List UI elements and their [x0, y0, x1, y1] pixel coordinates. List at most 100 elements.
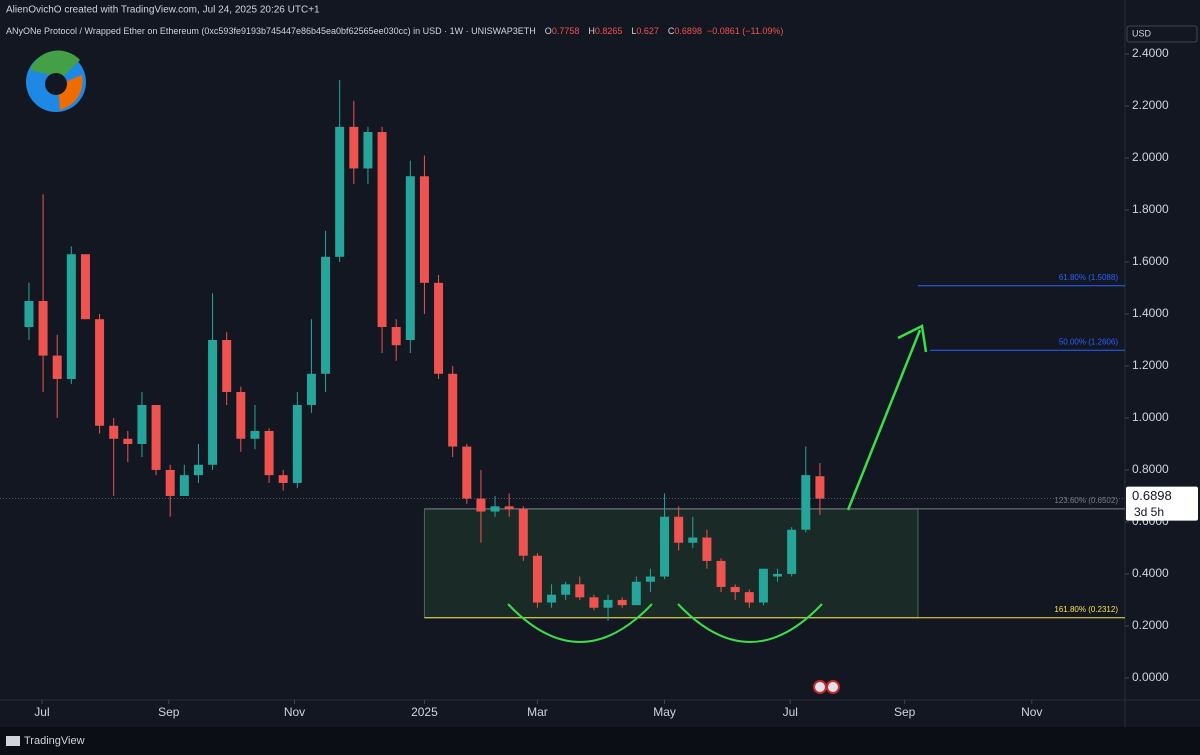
y-tick-label: 1.2000	[1132, 358, 1169, 372]
annotations	[507, 324, 928, 694]
candle-body	[504, 506, 514, 509]
x-tick-label: Nov	[1021, 705, 1042, 719]
candle-body	[66, 254, 76, 379]
arrow	[846, 329, 922, 511]
footer-logo	[6, 736, 20, 746]
candle-body	[321, 256, 331, 374]
fib-level-label: 161.80% (0.2312)	[1054, 605, 1118, 614]
candle-body	[52, 355, 62, 379]
candle-body	[688, 537, 698, 543]
candle-body	[363, 132, 373, 169]
candle-body	[744, 592, 754, 603]
candle-body	[716, 560, 726, 587]
candle-body	[645, 576, 655, 582]
arc	[507, 603, 653, 643]
candle-body	[589, 597, 599, 608]
candle-body	[24, 301, 34, 327]
x-tick-label: Nov	[284, 705, 305, 719]
x-tick-label: Jul	[34, 705, 49, 719]
candle-body	[532, 555, 542, 603]
countdown: 3d 5h	[1134, 505, 1164, 519]
candle-body	[490, 506, 500, 512]
candle-body	[137, 404, 147, 444]
candle-body	[419, 176, 429, 283]
candle-body	[476, 498, 486, 512]
x-tick-label: Sep	[158, 705, 180, 719]
y-tick-label: 2.0000	[1132, 150, 1169, 164]
price-tag-value: 0.6898	[1132, 488, 1172, 503]
ohlc-key: L	[622, 26, 636, 36]
ohlc-value: 0.7758	[552, 26, 580, 36]
candle-body	[448, 373, 458, 447]
candle-body	[758, 568, 768, 603]
change: −0.0861 (−11.09%)	[707, 26, 783, 36]
y-tick-label: 0.4000	[1132, 566, 1169, 580]
ohlc-key: C	[659, 26, 675, 36]
candle-body	[434, 282, 444, 374]
y-tick-label: 1.4000	[1132, 306, 1169, 320]
ohlc-value: 0.8265	[595, 26, 623, 36]
candle-body	[405, 176, 415, 340]
candle-body	[222, 339, 232, 392]
candle-body	[38, 301, 48, 356]
ohlc-key: O	[536, 26, 552, 36]
candle-body	[702, 537, 712, 561]
candle-body	[787, 529, 797, 574]
candle-body	[123, 438, 133, 444]
candle-body	[730, 586, 740, 593]
chart-title-line: ANyONe Protocol / Wrapped Ether on Ether…	[6, 26, 783, 36]
candle-body	[250, 430, 260, 439]
arrow-head	[897, 324, 928, 353]
ohlc-key: H	[579, 26, 595, 36]
candle-body	[236, 391, 246, 439]
candle-body	[801, 475, 811, 530]
price-tag	[1126, 486, 1198, 521]
candle-body	[335, 126, 345, 257]
author-line: AlienOvichO created with TradingView.com…	[6, 5, 320, 16]
fib-level-label: 123.60% (0.6502)	[1054, 496, 1118, 505]
title: ANyONe Protocol / Wrapped Ether on Ether…	[6, 26, 536, 36]
x-tick-label: Jul	[783, 705, 798, 719]
event-flag	[813, 680, 827, 694]
y-tick-label: 1.0000	[1132, 410, 1169, 424]
candle-body	[151, 404, 161, 470]
candle-body	[674, 516, 684, 543]
candle-body	[617, 599, 627, 606]
candle-body	[306, 373, 316, 405]
candle-body	[264, 430, 274, 476]
y-tick-label: 1.8000	[1132, 202, 1169, 216]
candle-body	[349, 126, 359, 169]
candle-body	[95, 319, 105, 426]
y-tick-label: 1.6000	[1132, 254, 1169, 268]
fib-level-label: 50.00% (1.2606)	[1059, 337, 1118, 346]
y-tick-label: 2.2000	[1132, 98, 1169, 112]
x-tick-label: Sep	[894, 705, 916, 719]
x-tick-label: Mar	[527, 705, 548, 719]
candle-body	[179, 475, 189, 496]
candle-body	[462, 446, 472, 499]
arc	[677, 603, 823, 643]
candle-body	[631, 581, 641, 606]
candle-body	[80, 254, 90, 320]
candle-body	[575, 584, 585, 598]
event-flag	[826, 680, 840, 694]
footer	[0, 727, 1200, 755]
x-tick-label: 2025	[411, 705, 438, 719]
y-tick-label: 0.2000	[1132, 618, 1169, 632]
ohlc-value: 0.627	[636, 26, 659, 36]
ohlc-value: 0.6898	[674, 26, 702, 36]
candle-body	[292, 404, 302, 483]
candle-body	[815, 476, 825, 499]
candle-body	[547, 594, 557, 603]
pattern-zone	[423, 508, 919, 619]
currency: USD	[1132, 28, 1152, 38]
candle-body	[377, 132, 387, 327]
candle-body	[193, 464, 203, 476]
fib-level-label: 61.80% (1.5088)	[1059, 273, 1118, 282]
y-tick-label: 0.0000	[1132, 670, 1169, 684]
candle-body	[518, 508, 528, 556]
candle-body	[660, 516, 670, 577]
candle-body	[773, 573, 783, 577]
